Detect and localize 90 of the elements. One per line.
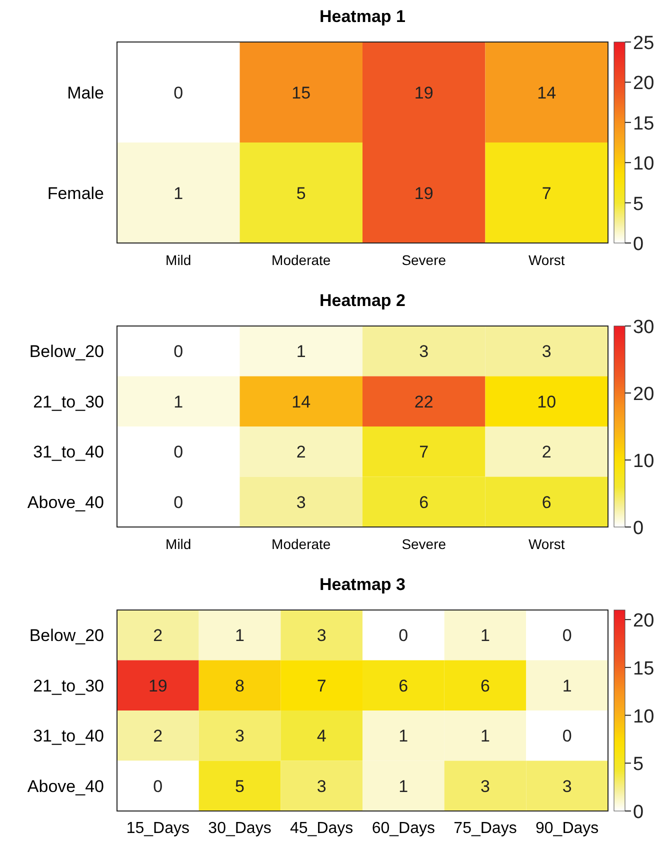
data-label: 19 bbox=[414, 83, 434, 102]
color-bar-label: 0 bbox=[633, 518, 644, 539]
y-tick-label: Below_20 bbox=[29, 626, 104, 646]
x-tick-label: Worst bbox=[528, 252, 565, 268]
color-bar-label: 20 bbox=[633, 73, 654, 94]
data-label: 14 bbox=[537, 83, 556, 102]
data-label: 0 bbox=[174, 342, 184, 362]
data-label: 10 bbox=[537, 392, 556, 412]
y-tick-label: Below_20 bbox=[29, 342, 104, 362]
x-tick-label: Severe bbox=[402, 252, 446, 268]
data-label: 3 bbox=[542, 342, 552, 362]
data-label: 7 bbox=[316, 676, 326, 696]
x-tick-label: 75_Days bbox=[454, 820, 517, 837]
data-label: 0 bbox=[153, 776, 163, 796]
data-label: 7 bbox=[419, 442, 429, 462]
y-tick-label: 31_to_40 bbox=[33, 442, 104, 462]
data-label: 1 bbox=[562, 676, 572, 696]
data-label: 2 bbox=[296, 442, 306, 462]
x-tick-label: Severe bbox=[402, 536, 446, 552]
data-label: 2 bbox=[153, 726, 163, 746]
color-bar-label: 30 bbox=[633, 317, 654, 338]
data-label: 1 bbox=[398, 776, 408, 796]
y-tick-label: Above_40 bbox=[27, 492, 104, 512]
data-label: 15 bbox=[292, 83, 311, 102]
y-tick-label: 21_to_30 bbox=[33, 392, 104, 412]
color-bar-label: 20 bbox=[633, 610, 654, 632]
data-label: 8 bbox=[235, 676, 244, 696]
x-tick-label: 90_Days bbox=[536, 820, 599, 837]
data-label: 0 bbox=[562, 626, 572, 646]
data-label: 3 bbox=[296, 492, 306, 512]
data-label: 5 bbox=[235, 776, 244, 796]
data-label: 5 bbox=[296, 184, 306, 203]
data-label: 0 bbox=[174, 442, 184, 462]
data-label: 1 bbox=[480, 726, 490, 746]
data-label: 19 bbox=[414, 184, 434, 203]
data-label: 1 bbox=[235, 626, 244, 646]
data-label: 3 bbox=[480, 776, 490, 796]
chart-title: Heatmap 3 bbox=[320, 575, 406, 594]
data-label: 3 bbox=[419, 342, 429, 362]
data-label: 0 bbox=[398, 626, 408, 646]
chart-title: Heatmap 1 bbox=[320, 7, 406, 26]
x-tick-label: Mild bbox=[166, 536, 192, 552]
data-label: 6 bbox=[542, 492, 552, 512]
data-label: 0 bbox=[562, 726, 572, 746]
x-tick-label: 60_Days bbox=[372, 820, 435, 837]
data-label: 2 bbox=[153, 626, 163, 646]
color-bar-label: 25 bbox=[633, 33, 654, 54]
color-bar-label: 15 bbox=[633, 658, 654, 680]
color-bar-label: 5 bbox=[633, 194, 644, 215]
data-label: 3 bbox=[316, 776, 326, 796]
color-bar-label: 15 bbox=[633, 113, 654, 134]
data-label: 2 bbox=[542, 442, 552, 462]
x-tick-label: 30_Days bbox=[208, 820, 272, 837]
data-label: 3 bbox=[562, 776, 572, 796]
x-tick-label: Mild bbox=[166, 252, 192, 268]
y-tick-label: Female bbox=[47, 184, 104, 203]
data-label: 7 bbox=[542, 184, 552, 203]
data-label: 1 bbox=[398, 726, 408, 746]
y-tick-label: Above_40 bbox=[27, 776, 104, 796]
color-bar-label: 10 bbox=[633, 706, 654, 728]
data-label: 3 bbox=[316, 626, 326, 646]
color-bar-label: 10 bbox=[633, 154, 654, 175]
x-tick-label: Moderate bbox=[272, 536, 331, 552]
data-label: 0 bbox=[174, 83, 184, 102]
data-label: 6 bbox=[480, 676, 490, 696]
data-label: 14 bbox=[292, 392, 311, 412]
x-tick-label: Worst bbox=[528, 536, 565, 552]
x-tick-label: 45_Days bbox=[290, 820, 354, 837]
color-bar-label: 10 bbox=[633, 451, 654, 472]
color-bar-label: 5 bbox=[633, 754, 644, 776]
y-tick-label: 21_to_30 bbox=[33, 676, 104, 696]
data-label: 22 bbox=[414, 392, 434, 412]
x-tick-label: Moderate bbox=[272, 252, 331, 268]
y-tick-label: Male bbox=[67, 83, 104, 102]
color-bar-label: 20 bbox=[633, 384, 654, 405]
y-tick-label: 31_to_40 bbox=[33, 726, 104, 746]
data-label: 4 bbox=[316, 726, 326, 746]
data-label: 1 bbox=[296, 342, 306, 362]
x-tick-label: 15_Days bbox=[126, 820, 190, 837]
color-bar-label: 0 bbox=[633, 802, 644, 823]
data-label: 1 bbox=[480, 626, 490, 646]
data-label: 6 bbox=[419, 492, 429, 512]
color-bar-label: 0 bbox=[633, 234, 644, 255]
data-label: 3 bbox=[235, 726, 244, 746]
data-label: 19 bbox=[148, 676, 168, 696]
data-label: 6 bbox=[398, 676, 408, 696]
data-label: 1 bbox=[174, 392, 184, 412]
chart-title: Heatmap 2 bbox=[320, 291, 406, 310]
data-label: 1 bbox=[174, 184, 184, 203]
data-label: 0 bbox=[174, 492, 184, 512]
